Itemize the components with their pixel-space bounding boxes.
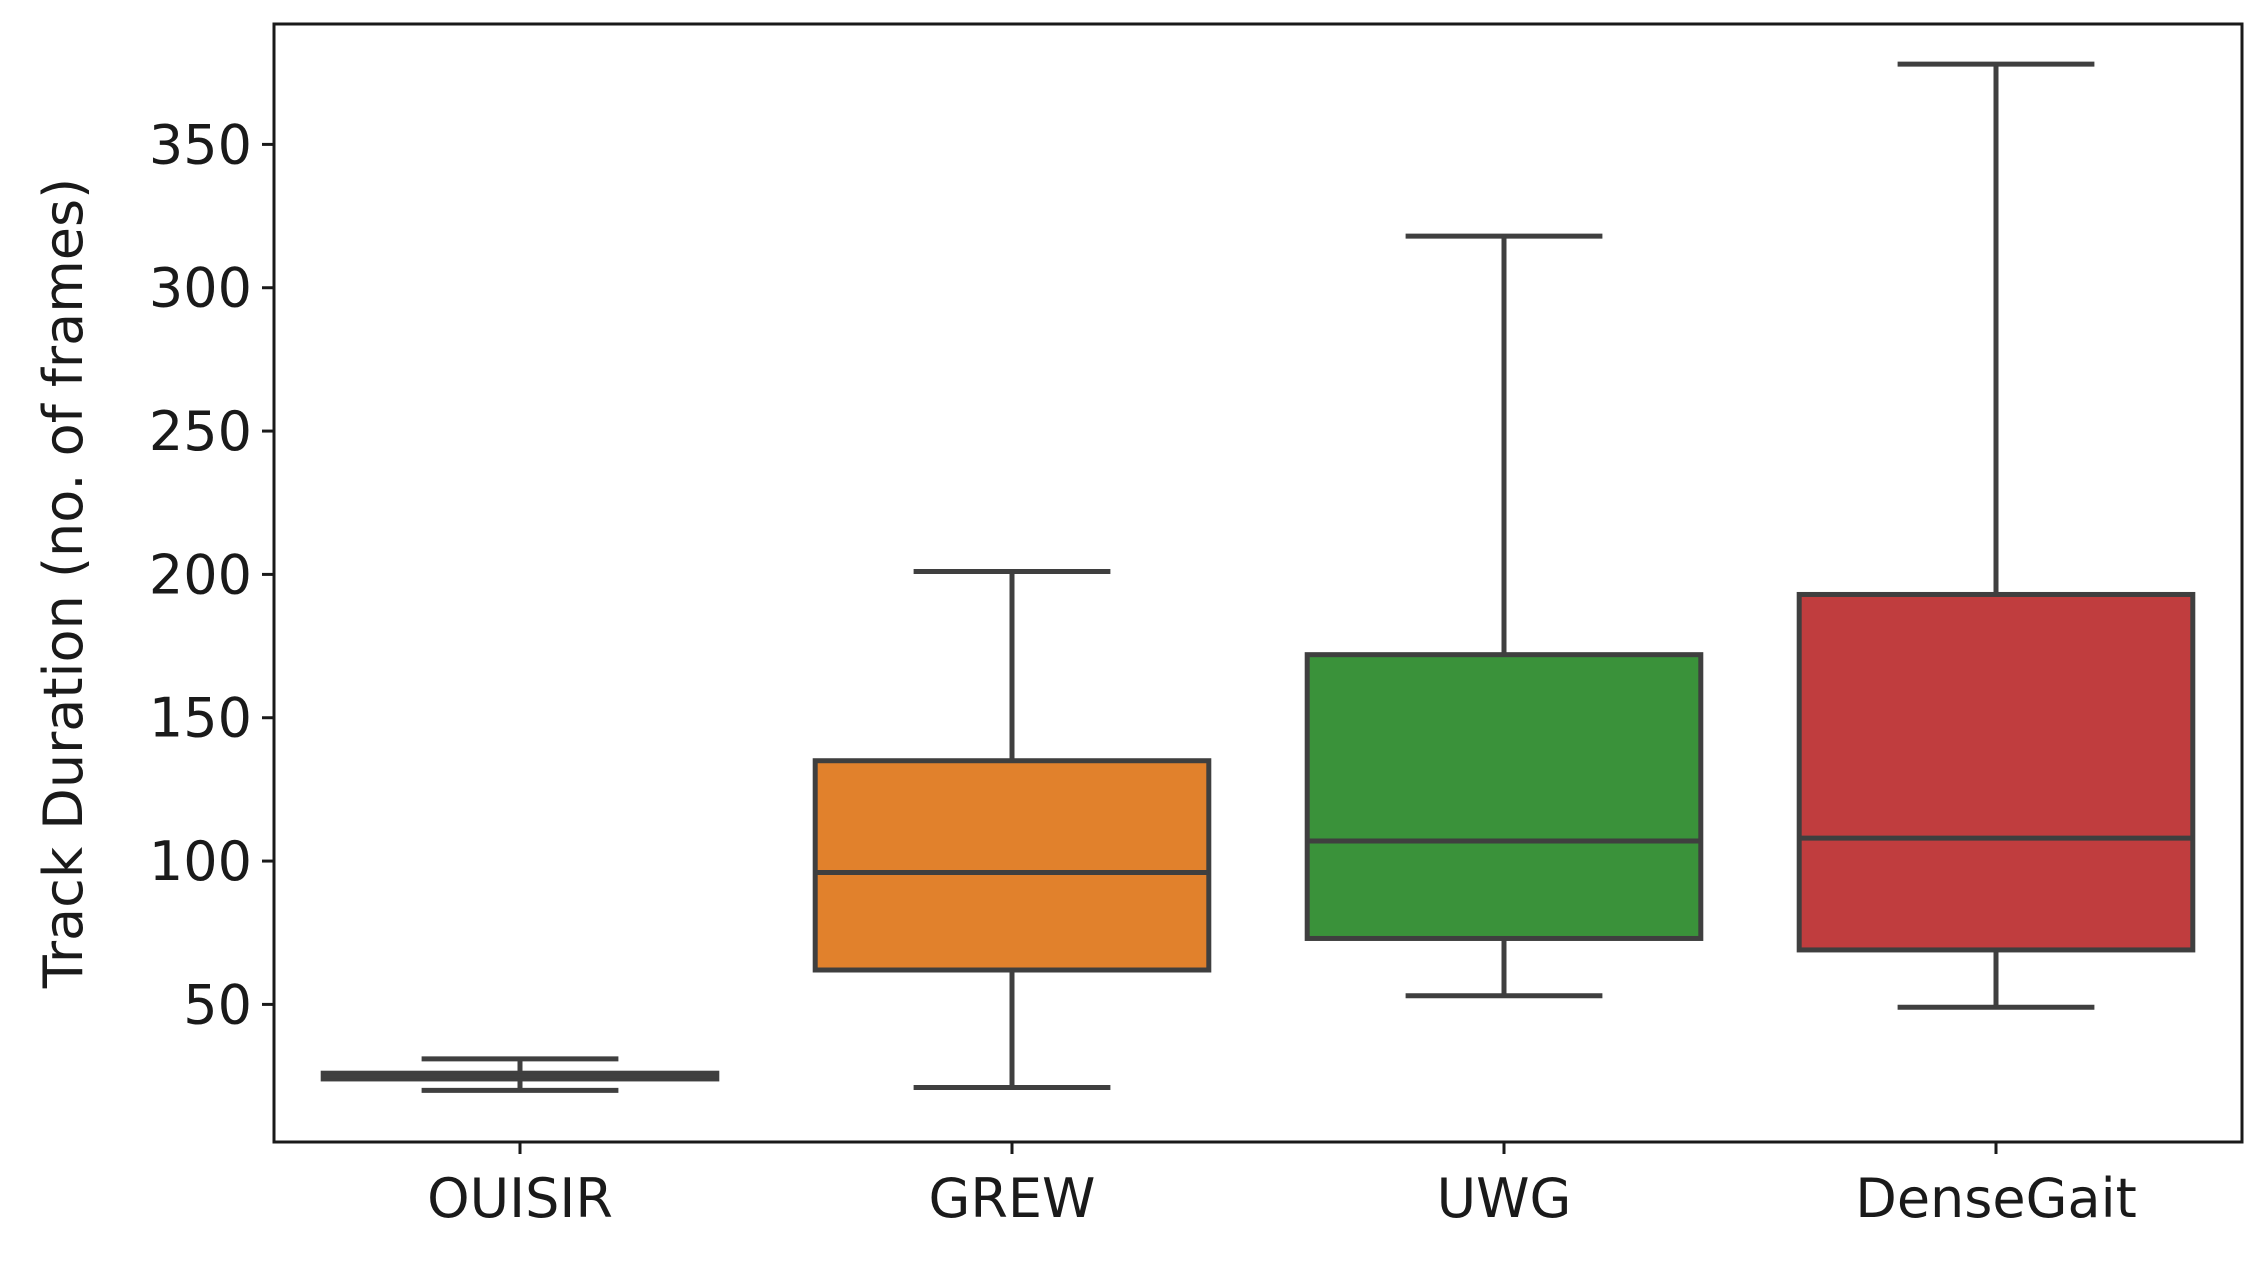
x-tick-label-ouisir: OUISIR bbox=[427, 1167, 613, 1230]
iqr-box bbox=[812, 758, 1212, 973]
box-densegait bbox=[1796, 61, 2196, 1010]
box-grew bbox=[812, 569, 1212, 1091]
y-tick-label-150: 150 bbox=[149, 687, 252, 750]
y-axis-title: Track Duration (no. of frames) bbox=[32, 178, 95, 989]
x-tick-label-grew: GREW bbox=[929, 1167, 1096, 1230]
box-ouisir bbox=[320, 1056, 720, 1093]
plot-area bbox=[320, 61, 2196, 1093]
x-tick-label-uwg: UWG bbox=[1437, 1167, 1572, 1230]
y-tick-label-350: 350 bbox=[149, 113, 252, 176]
y-tick-label-50: 50 bbox=[183, 973, 252, 1036]
axes-frame bbox=[272, 22, 2244, 1144]
y-tick-label-100: 100 bbox=[149, 830, 252, 893]
y-tick-label-200: 200 bbox=[149, 543, 252, 606]
iqr-box bbox=[1304, 652, 1704, 941]
iqr-box bbox=[1796, 591, 2196, 953]
box-uwg bbox=[1304, 233, 1704, 999]
y-axis: 50 100 150 200 250 300 350 bbox=[149, 113, 274, 1036]
x-axis: OUISIR GREW UWG DenseGait bbox=[427, 1142, 2137, 1230]
y-tick-label-250: 250 bbox=[149, 400, 252, 463]
x-tick-label-densegait: DenseGait bbox=[1855, 1167, 2137, 1230]
y-tick-label-300: 300 bbox=[149, 257, 252, 320]
